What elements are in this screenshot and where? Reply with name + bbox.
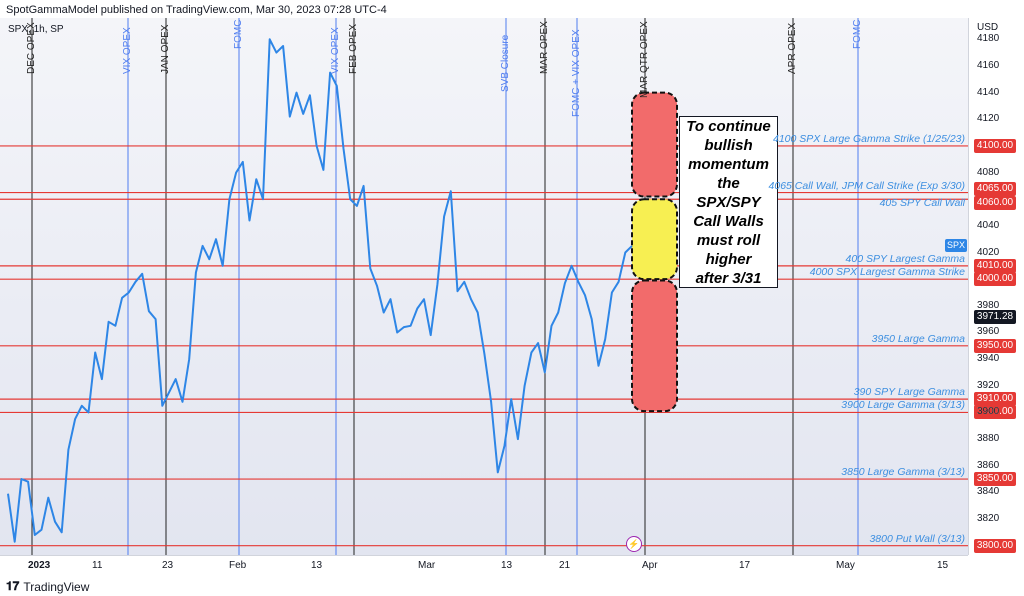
callout-line: the (717, 174, 740, 192)
level-label: 405 SPY Call Wall (879, 197, 965, 210)
plot-background (0, 18, 968, 555)
current-price-tag: 3971.28 (974, 310, 1016, 325)
price-tick-label: 3920 (977, 379, 1000, 391)
callout-text: To continue bullish momentum the SPX/SPY Call… (686, 117, 770, 288)
time-tick-label: Feb (229, 560, 247, 571)
price-tick-label: 4020 (977, 246, 1000, 258)
callout-line: To continue (686, 117, 771, 135)
price-tick-label: 4080 (977, 166, 1000, 178)
tv-logo-icon: 𝟏𝟕 (6, 579, 20, 593)
price-tick-label: 4040 (977, 219, 1000, 231)
time-tick-label: May (836, 560, 855, 571)
event-label: FOMC (233, 19, 244, 49)
level-price-tag: 3950.00 (974, 338, 1016, 353)
currency-label: USD (977, 22, 999, 33)
price-tick-label: 4180 (977, 33, 1000, 45)
level-label: 400 SPY Largest Gamma (845, 252, 965, 265)
level-price-tag: 4100.00 (974, 138, 1016, 153)
callout-line: SPX/SPY (696, 193, 761, 211)
event-label: MAR OPEX (539, 20, 550, 74)
level-label: 4065 Call Wall, JPM Call Strike (Exp 3/3… (768, 179, 965, 192)
event-label: SVB Closure (500, 34, 511, 93)
price-tick-label: 3980 (977, 299, 1000, 311)
time-tick-label: 17 (739, 560, 751, 571)
event-label: FOMC (852, 19, 863, 49)
time-tick-label: 21 (559, 560, 571, 571)
tradingview-logo[interactable]: 𝟏𝟕 TradingView (6, 579, 89, 594)
price-tick-label: 3940 (977, 353, 1000, 365)
callout-line: after 3/31 (695, 269, 762, 287)
event-label: MAR QTR OPEX (639, 21, 650, 99)
time-tick-label: 13 (501, 560, 513, 571)
level-label: 3950 Large Gamma (871, 332, 965, 345)
callout-line: higher (705, 250, 752, 268)
level-label: 3800 Put Wall (3/13) (869, 532, 965, 545)
time-tick-label: 11 (92, 560, 103, 571)
time-tick-label: 2023 (28, 560, 51, 571)
price-chart[interactable] (0, 18, 968, 555)
lightning-icon[interactable]: ⚡ (626, 536, 642, 552)
callout-line: must roll (696, 231, 761, 249)
level-label: 3850 Large Gamma (3/13) (841, 466, 965, 479)
event-label: FEB OPEX (348, 23, 359, 74)
level-label: 4000 SPX Largest Gamma Strike (809, 266, 965, 279)
price-tick-label: 3900 (977, 406, 1000, 418)
level-label: 3900 Large Gamma (3/13) (841, 399, 965, 412)
time-tick-label: 15 (937, 560, 949, 571)
level-price-tag: 4065.00 (974, 181, 1016, 196)
event-label: JAN OPEX (160, 24, 171, 74)
price-tick-label: 3860 (977, 459, 1000, 471)
time-axis[interactable] (0, 555, 968, 578)
level-price-tag: 3800.00 (974, 538, 1016, 553)
price-zones (631, 91, 678, 413)
price-axis[interactable]: USD (968, 18, 1024, 555)
time-tick-label: 23 (162, 560, 174, 571)
callout-line: bullish (704, 136, 753, 154)
price-tick-label: 3880 (977, 433, 1000, 445)
level-label: 390 SPY Large Gamma (853, 386, 965, 399)
event-label: APR OPEX (787, 22, 798, 74)
level-label: 4100 SPX Large Gamma Strike (1/25/23) (772, 132, 965, 145)
price-zone (631, 279, 678, 413)
event-label: VIX OPEX (122, 26, 133, 74)
level-price-tag: 4000.00 (974, 272, 1016, 287)
price-zone (631, 91, 678, 198)
publish-caption: SpotGammaModel published on TradingView.… (6, 4, 387, 16)
price-tick-label: 4160 (977, 59, 1000, 71)
level-price-tag: 3900.00 (974, 405, 1016, 420)
level-price-tag: 4010.00 (974, 258, 1016, 273)
level-price-tag: 3850.00 (974, 472, 1016, 487)
time-tick-label: Apr (642, 560, 658, 571)
time-tick-label: 13 (311, 560, 323, 571)
level-lines (0, 145, 968, 547)
symbol-label: SPX, 1h, SP (8, 24, 64, 35)
callout-line: Call Walls (693, 212, 764, 230)
price-tick-label: 3840 (977, 486, 1000, 498)
callout-line: momentum (688, 155, 769, 173)
footer-label: TradingView (23, 579, 90, 594)
level-price-tag: 4060.00 (974, 196, 1016, 211)
event-label: VIX OPEX (330, 26, 341, 74)
event-label: FOMC + VIX OPEX (571, 29, 582, 117)
event-label: DEC OPEX (26, 21, 37, 74)
time-tick-label: Mar (418, 560, 436, 571)
price-tick-label: 3960 (977, 326, 1000, 338)
price-tick-label: 3820 (977, 513, 1000, 525)
callout-box: To continue bullish momentum the SPX/SPY Call… (679, 116, 778, 288)
spx-price-line (7, 38, 633, 543)
price-tick-label: 4140 (977, 86, 1000, 98)
price-zone (631, 198, 678, 281)
chart-area[interactable] (0, 18, 968, 555)
level-price-tag: 3910.00 (974, 392, 1016, 407)
symbol-badge: SPX (945, 238, 967, 252)
price-tick-label: 4120 (977, 113, 1000, 125)
